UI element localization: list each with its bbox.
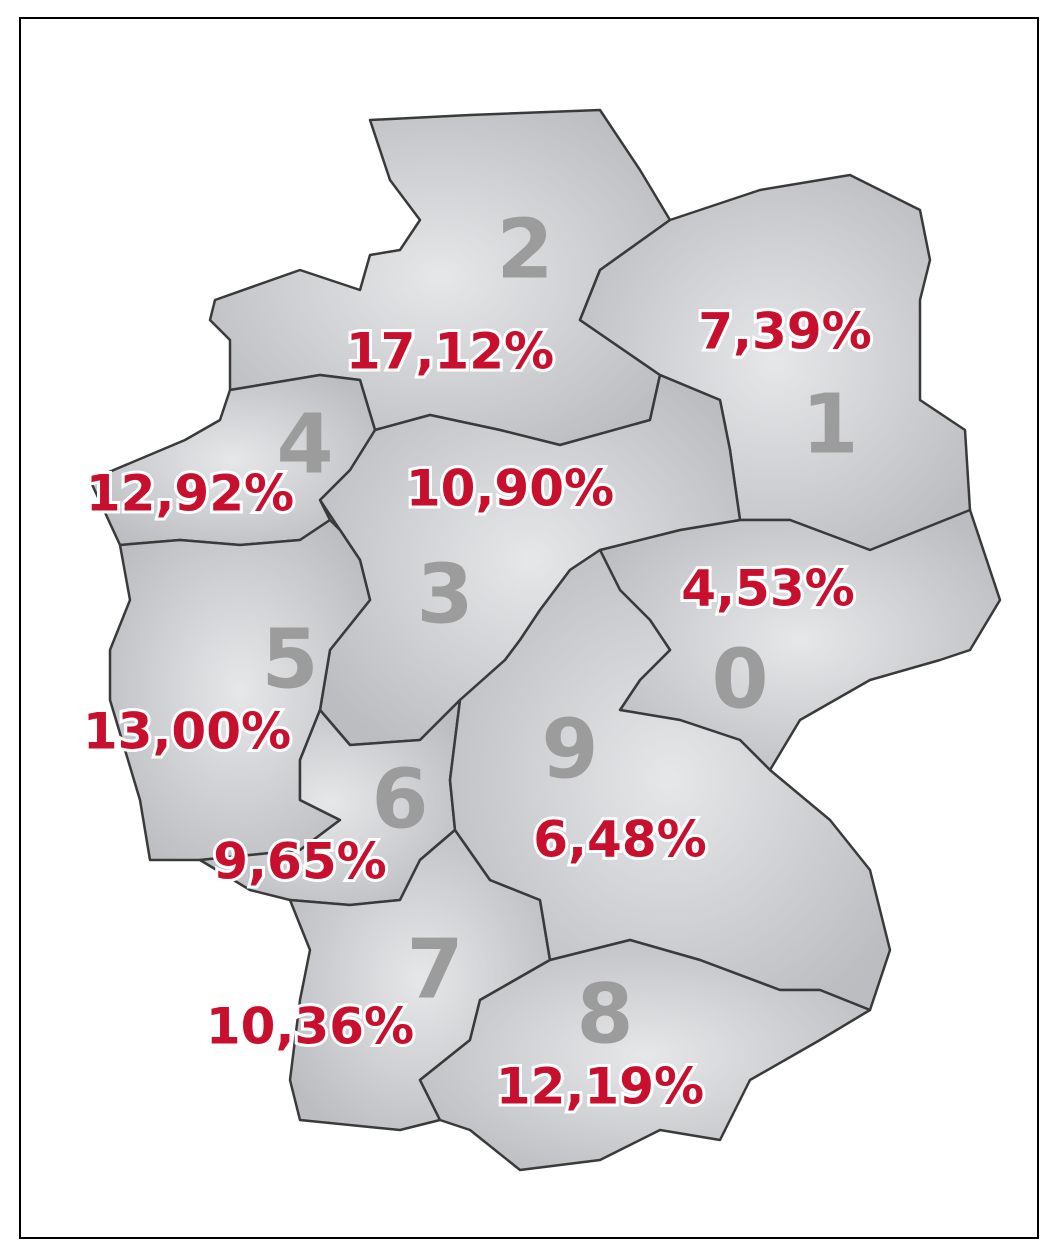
region-share: 6,48% bbox=[533, 811, 706, 869]
region-code: 4 bbox=[276, 397, 333, 492]
region-code: 8 bbox=[576, 967, 633, 1062]
region-share: 9,65% bbox=[213, 833, 386, 891]
region-share: 13,00% bbox=[83, 703, 291, 761]
region-code: 6 bbox=[371, 752, 428, 847]
region-code: 1 bbox=[801, 377, 858, 472]
region-share: 7,39% bbox=[698, 303, 871, 361]
region-code: 3 bbox=[416, 547, 473, 642]
region-code: 5 bbox=[261, 612, 318, 707]
region-9 bbox=[448, 548, 892, 1012]
region-8 bbox=[418, 938, 872, 1172]
region-share: 12,19% bbox=[496, 1058, 704, 1116]
region-share: 17,12% bbox=[346, 323, 554, 381]
region-share: 10,90% bbox=[406, 460, 614, 518]
region-code: 0 bbox=[711, 632, 768, 727]
region-share: 10,36% bbox=[206, 998, 414, 1056]
region-code: 2 bbox=[496, 202, 553, 297]
region-share: 4,53% bbox=[681, 560, 854, 618]
region-share: 12,92% bbox=[86, 465, 294, 523]
region-code: 7 bbox=[406, 922, 463, 1017]
region-code: 9 bbox=[541, 702, 598, 797]
